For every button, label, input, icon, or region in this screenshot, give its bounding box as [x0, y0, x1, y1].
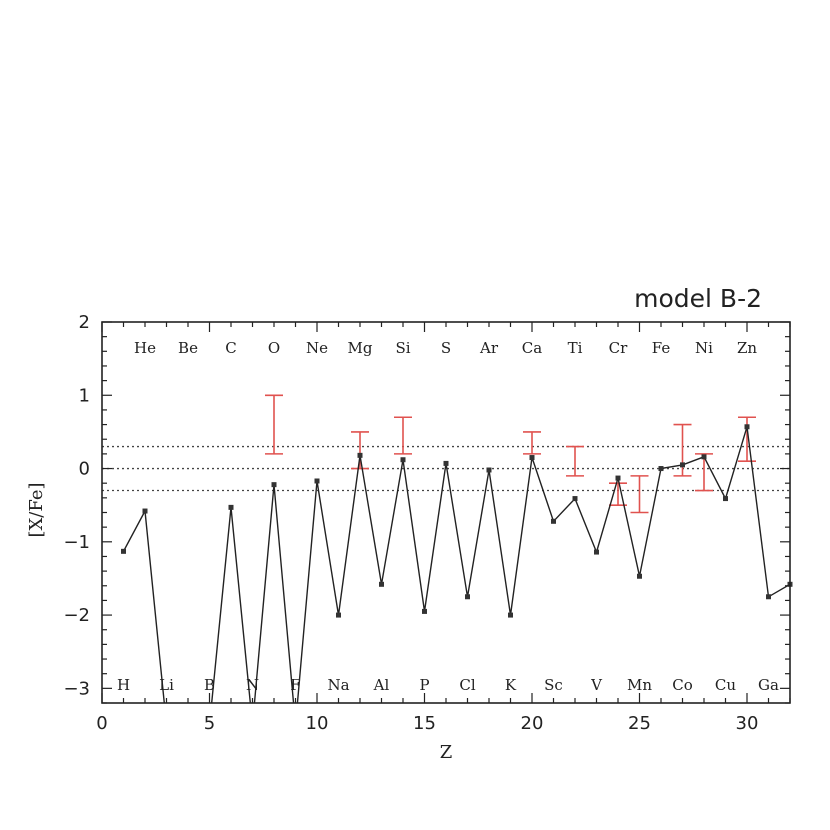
y-tick-label: 1: [79, 385, 90, 406]
data-point: [142, 508, 148, 514]
element-label: N: [246, 676, 259, 694]
data-point: [486, 467, 492, 473]
element-label: Be: [178, 339, 198, 357]
data-point: [615, 475, 621, 481]
element-label: Mn: [627, 676, 652, 694]
y-tick-label: 0: [79, 459, 90, 480]
element-label: Fe: [652, 339, 671, 357]
element-label: Ga: [758, 676, 779, 694]
element-label: Zn: [737, 339, 757, 357]
element-label: Si: [395, 339, 410, 357]
data-point: [121, 548, 126, 554]
x-tick-label: 0: [96, 713, 107, 734]
element-label: Na: [327, 676, 349, 694]
data-point: [228, 504, 234, 510]
element-label: O: [268, 339, 280, 357]
element-label: S: [441, 339, 451, 357]
element-label: Ti: [568, 339, 583, 357]
data-point: [314, 478, 320, 484]
y-tick-label: −1: [63, 532, 90, 553]
chart-title: model B-2: [634, 284, 762, 313]
y-axis-label: [X/Fe]: [26, 482, 47, 537]
element-label: Li: [159, 676, 174, 694]
data-point: [357, 452, 363, 458]
element-label: Cu: [715, 676, 736, 694]
x-tick-label: 15: [413, 713, 436, 734]
x-tick-label: 5: [204, 713, 215, 734]
element-label: He: [134, 339, 156, 357]
data-point: [379, 581, 384, 587]
data-point: [680, 462, 685, 468]
x-tick-label: 20: [521, 713, 544, 734]
element-label: Ne: [306, 339, 328, 357]
data-point: [271, 482, 277, 488]
data-point: [723, 496, 728, 502]
element-label: Cr: [609, 339, 628, 357]
element-label: B: [204, 676, 215, 694]
y-tick-label: −2: [63, 605, 90, 626]
element-label: K: [505, 676, 517, 694]
data-point: [551, 518, 556, 524]
x-tick-label: 30: [736, 713, 759, 734]
element-label: Cl: [459, 676, 475, 694]
element-label: Al: [373, 676, 390, 694]
data-point: [658, 466, 664, 472]
element-label: Sc: [544, 676, 563, 694]
element-label: V: [590, 676, 603, 694]
data-point: [508, 612, 513, 618]
x-tick-label: 25: [628, 713, 651, 734]
data-point: [766, 594, 771, 600]
y-tick-label: −3: [63, 678, 90, 699]
data-point: [637, 573, 642, 579]
element-label: Ca: [522, 339, 542, 357]
data-point: [529, 455, 535, 461]
element-label: P: [419, 676, 429, 694]
x-tick-label: 10: [306, 713, 329, 734]
element-label: Co: [672, 676, 693, 694]
x-axis-label: Z: [440, 742, 453, 763]
data-point: [744, 424, 750, 430]
element-label: F: [290, 676, 300, 694]
element-label: Ar: [479, 339, 499, 357]
data-point: [336, 612, 341, 618]
data-point: [572, 496, 578, 502]
data-point: [594, 549, 599, 555]
data-point: [465, 594, 470, 600]
element-label: H: [117, 676, 130, 694]
data-point: [701, 454, 707, 460]
data-point: [400, 457, 406, 463]
plot-frame: [101, 321, 791, 704]
data-point: [443, 460, 449, 466]
data-point: [422, 608, 427, 614]
y-tick-label: 2: [79, 312, 90, 333]
element-label: C: [225, 339, 236, 357]
element-label: Mg: [348, 339, 373, 357]
element-label: Ni: [695, 339, 713, 357]
